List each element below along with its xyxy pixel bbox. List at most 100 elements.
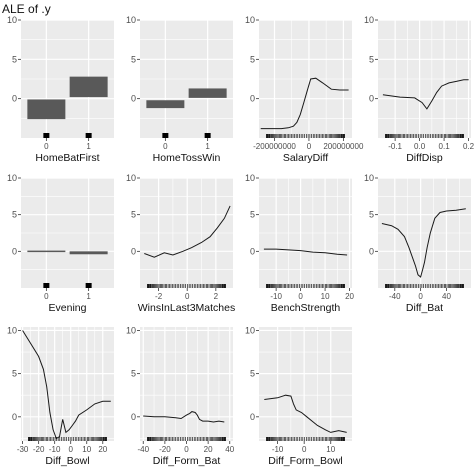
- panel-7-ytick-label: 0: [250, 246, 255, 256]
- panel-9-ytick-label: 0: [12, 412, 17, 422]
- panel-1-rug-mark: [43, 133, 50, 138]
- panel-3-ytick-label: 5: [250, 54, 255, 64]
- panel-1-ytick-label: 10: [7, 15, 17, 25]
- panel-8-xtick-label: 40: [442, 292, 451, 301]
- panel-1-ale-bar: [69, 76, 108, 98]
- panel-7-xtick-label: 20: [345, 292, 354, 301]
- panel-10-ytick-label: 10: [126, 325, 136, 335]
- panel-9-xtick-label: 0: [68, 445, 73, 454]
- panel-10-ale-line: [143, 411, 225, 423]
- panel-4-xlabel: DiffDisp: [406, 152, 443, 164]
- panel-2-xtick-label: 0: [163, 142, 168, 151]
- panel-3-ytick-label: 10: [245, 15, 255, 25]
- panel-3-ale-line: [260, 77, 349, 130]
- panel-5-ale-bar: [69, 251, 108, 255]
- panel-6-xlabel: WinsInLast3Matches: [138, 302, 235, 314]
- panel-7-xtick-label: 0: [298, 292, 303, 301]
- panel-9-xtick-label: -30: [17, 445, 29, 454]
- panel-8-ytick-label: 10: [364, 173, 374, 183]
- panel-2-xtick-label: 1: [205, 142, 210, 151]
- panel-11-ale-line: [264, 394, 347, 433]
- panel-7-ytick-label: 5: [250, 210, 255, 220]
- panel-10-xtick-label: -20: [159, 445, 171, 454]
- panel-7-ytick-label: 10: [245, 173, 255, 183]
- panel-4-xtick-label: 0.1: [439, 142, 451, 151]
- panel-1-ytick-label: 0: [12, 94, 17, 104]
- panel-11-ytick-label: 0: [250, 412, 255, 422]
- panel-5-ytick-label: 5: [12, 210, 17, 220]
- panel-11-ytick-label: 5: [250, 369, 255, 379]
- panel-2-ytick-label: 10: [126, 15, 136, 25]
- panel-10-xtick-label: 40: [225, 445, 234, 454]
- panel-9-ytick-label: 5: [12, 369, 17, 379]
- panel-10-xtick-label: 0: [184, 445, 189, 454]
- panel-3-xtick-label: 0: [307, 142, 312, 151]
- panel-5-ytick-label: 0: [12, 246, 17, 256]
- panel-8-ytick-label: 0: [369, 246, 374, 256]
- figure-title: ALE of .y: [2, 2, 51, 16]
- panel-5-xtick-label: 1: [86, 292, 91, 301]
- panel-10-xtick-label: -40: [137, 445, 149, 454]
- panel-7-xtick-label: -10: [270, 292, 282, 301]
- panel-3-xtick-label: 200000000: [323, 142, 364, 151]
- panel-9-xtick-label: 20: [98, 445, 107, 454]
- panel-6-ale-line: [144, 205, 231, 258]
- panel-5-ale-bar: [27, 250, 66, 253]
- panel-9-xtick-label: 10: [82, 445, 91, 454]
- panel-4-ytick-label: 0: [369, 94, 374, 104]
- panel-6-xtick-label: -2: [155, 292, 163, 301]
- panel-9-xlabel: Diff_Bowl: [45, 455, 89, 467]
- panel-2-rug-mark: [204, 133, 211, 138]
- panel-8-xtick-label: 0: [418, 292, 423, 301]
- panel-2-xlabel: HomeTossWin: [153, 152, 221, 164]
- panel-1-ytick-label: 5: [12, 54, 17, 64]
- panel-3-xtick-label: -200000000: [253, 142, 296, 151]
- panel-2-rug-mark: [162, 133, 169, 138]
- panel-10-xtick-label: 20: [204, 445, 213, 454]
- panel-11-xtick-label: 10: [326, 445, 335, 454]
- panel-10-xlabel: Diff_Form_Bat: [153, 455, 221, 467]
- panel-11-xtick-label: 0: [302, 445, 307, 454]
- panel-1-rug-mark: [85, 133, 92, 138]
- panel-7-xtick-label: 10: [321, 292, 330, 301]
- panel-10-ytick-label: 5: [131, 369, 136, 379]
- panel-4-xtick-label: 0.0: [414, 142, 426, 151]
- panel-1-xtick-label: 0: [44, 142, 49, 151]
- panel-6-xtick-label: 0: [185, 292, 190, 301]
- panel-8-xtick-label: -40: [389, 292, 401, 301]
- panel-11-xlabel: Diff_Form_Bowl: [268, 455, 343, 467]
- panel-2-ytick-label: 0: [131, 94, 136, 104]
- panel-9-xtick-label: -10: [49, 445, 61, 454]
- panel-5-ytick-label: 10: [7, 173, 17, 183]
- panel-3-ytick-label: 0: [250, 94, 255, 104]
- panel-8-ytick-label: 5: [369, 210, 374, 220]
- panel-2-ale-bar: [146, 100, 185, 109]
- panel-10-ytick-label: 0: [131, 412, 136, 422]
- panel-1-xlabel: HomeBatFirst: [35, 152, 99, 164]
- panel-6-ytick-label: 5: [131, 210, 136, 220]
- panel-9-ytick-label: 10: [7, 325, 17, 335]
- panel-11-ytick-label: 10: [245, 325, 255, 335]
- panel-4-ytick-label: 10: [364, 15, 374, 25]
- panel-3-xlabel: SalaryDiff: [283, 152, 328, 164]
- panel-7-xlabel: BenchStrength: [271, 302, 341, 314]
- panel-11-xtick-label: -10: [272, 445, 284, 454]
- panel-5-xlabel: Evening: [49, 302, 87, 314]
- panel-9-ale-line: [22, 330, 111, 440]
- panel-7-ale-line: [263, 248, 348, 256]
- panel-6-ytick-label: 10: [126, 173, 136, 183]
- panel-8-ale-line: [381, 208, 466, 278]
- panel-6-ytick-label: 0: [131, 246, 136, 256]
- panel-6-xtick-label: 2: [214, 292, 219, 301]
- panel-5-rug-mark: [85, 283, 92, 288]
- panel-5-xtick-label: 0: [44, 292, 49, 301]
- panel-9-xtick-label: -20: [33, 445, 45, 454]
- panel-11-background: [259, 327, 352, 441]
- panel-9-background: [21, 327, 114, 441]
- panel-1-ale-bar: [27, 99, 66, 120]
- panel-4-ale-line: [382, 79, 469, 110]
- panel-4-ytick-label: 5: [369, 54, 374, 64]
- panel-2-ale-bar: [188, 88, 227, 98]
